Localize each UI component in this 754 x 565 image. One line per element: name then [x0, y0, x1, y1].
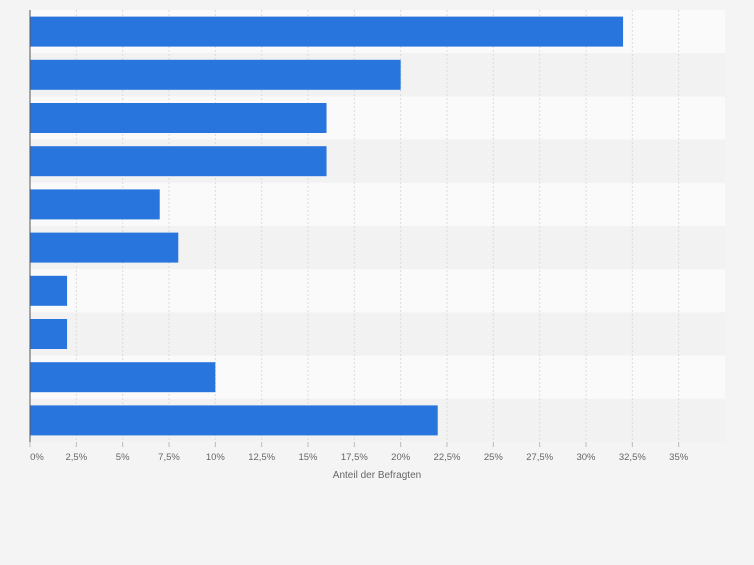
row-band-7: [30, 269, 725, 313]
bar-9: [30, 362, 216, 393]
x-tick-label-12: 30%: [576, 452, 596, 463]
bar-10: [30, 405, 438, 436]
bar-8: [30, 319, 68, 349]
x-tick-label-4: 10%: [206, 452, 226, 463]
x-axis-label: Anteil der Befragten: [333, 470, 421, 481]
x-tick-label-3: 7,5%: [158, 452, 180, 463]
bar-7: [30, 275, 68, 306]
bar-3: [30, 103, 327, 133]
x-tick-label-5: 12,5%: [248, 452, 275, 463]
x-tick-label-6: 15%: [298, 452, 318, 463]
x-tick-label-13: 32,5%: [619, 452, 646, 463]
x-tick-label-7: 17,5%: [341, 452, 368, 463]
x-tick-label-10: 25%: [484, 452, 504, 463]
x-tick-label-2: 5%: [116, 452, 130, 463]
x-tick-label-0: 0%: [30, 452, 44, 463]
bar-1: [30, 16, 624, 47]
bar-4: [30, 146, 327, 177]
bars: [30, 16, 624, 436]
bar-5: [30, 189, 160, 220]
row-band-8: [30, 312, 725, 356]
x-tick-label-11: 27,5%: [526, 452, 553, 463]
x-tick-label-8: 20%: [391, 452, 411, 463]
bar-6: [30, 232, 179, 263]
x-tick-label-14: 35%: [669, 452, 689, 463]
x-tick-labels: 0% 2,5% 5% 7,5% 10% 12,5% 15% 17,5% 20% 22,5% 25% 2…: [29, 442, 689, 463]
x-tick-label-1: 2,5%: [66, 452, 88, 463]
x-tick-label-9: 22,5%: [434, 452, 461, 463]
bar-2: [30, 59, 401, 90]
